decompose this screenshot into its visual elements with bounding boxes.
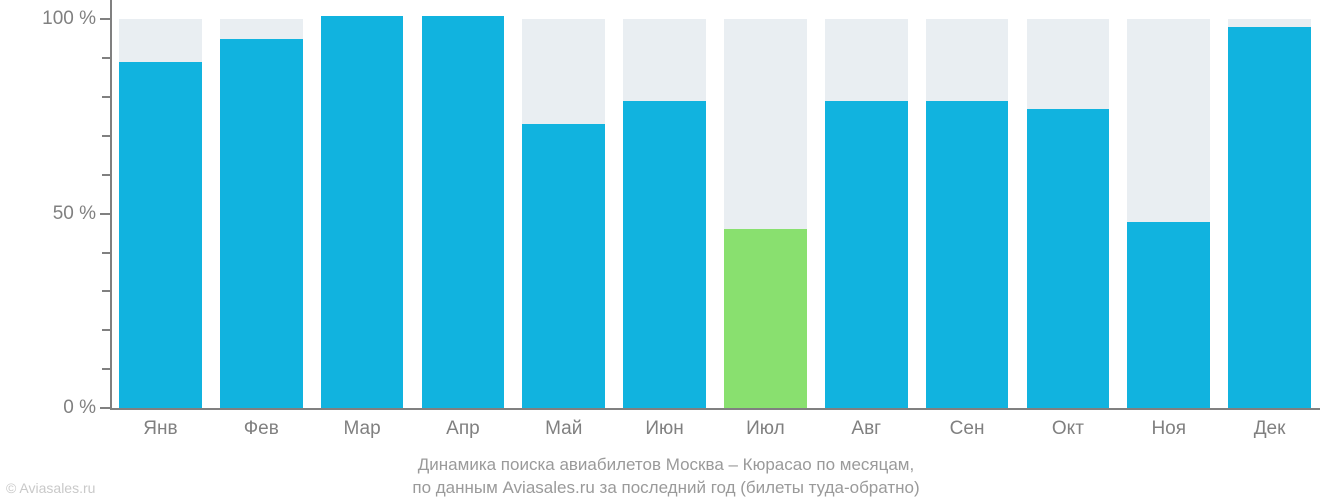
y-tick-mark <box>100 213 110 215</box>
x-label-Апр: Апр <box>413 418 514 440</box>
x-label-Мар: Мар <box>312 418 413 440</box>
y-axis <box>110 0 112 408</box>
bar-Мар <box>321 0 404 408</box>
bar-Май <box>522 0 605 408</box>
caption-line-1: Динамика поиска авиабилетов Москва – Кюр… <box>0 455 1332 475</box>
x-axis <box>110 408 1320 410</box>
x-label-Фев: Фев <box>211 418 312 440</box>
bar-value <box>825 101 908 408</box>
bar-Авг <box>825 0 908 408</box>
x-label-Май: Май <box>513 418 614 440</box>
y-minor-tick <box>102 174 110 176</box>
bar-Дек <box>1228 0 1311 408</box>
y-minor-tick <box>102 368 110 370</box>
y-minor-tick <box>102 135 110 137</box>
y-minor-tick <box>102 290 110 292</box>
bar-value <box>220 39 303 408</box>
x-label-Окт: Окт <box>1018 418 1119 440</box>
y-tick-label: 0 % <box>16 398 96 418</box>
y-tick-label: 50 % <box>16 204 96 224</box>
bar-Окт <box>1027 0 1110 408</box>
x-label-Авг: Авг <box>816 418 917 440</box>
bar-value <box>1228 27 1311 408</box>
y-tick-mark <box>100 407 110 409</box>
bar-Июл <box>724 0 807 408</box>
watermark: © Aviasales.ru <box>6 480 95 496</box>
bar-Июн <box>623 0 706 408</box>
plot-area <box>110 0 1320 408</box>
y-tick-label: 100 % <box>16 9 96 29</box>
y-tick-mark <box>100 18 110 20</box>
bar-Сен <box>926 0 1009 408</box>
caption-line-2: по данным Aviasales.ru за последний год … <box>0 478 1332 498</box>
bar-value <box>623 101 706 408</box>
y-minor-tick <box>102 329 110 331</box>
y-minor-tick <box>102 96 110 98</box>
x-label-Ноя: Ноя <box>1118 418 1219 440</box>
bar-value <box>522 124 605 408</box>
bar-Янв <box>119 0 202 408</box>
bar-value <box>119 62 202 408</box>
bar-value <box>1127 222 1210 409</box>
bar-Ноя <box>1127 0 1210 408</box>
x-label-Янв: Янв <box>110 418 211 440</box>
x-label-Июл: Июл <box>715 418 816 440</box>
x-label-Июн: Июн <box>614 418 715 440</box>
bar-value <box>321 16 404 408</box>
y-minor-tick <box>102 57 110 59</box>
bar-value <box>422 16 505 408</box>
monthly-search-chart: 0 % 50 % 100 % ЯнвФевМарАпрМайИюнИюлАвгСен… <box>0 0 1332 502</box>
x-label-Дек: Дек <box>1219 418 1320 440</box>
bar-Фев <box>220 0 303 408</box>
y-minor-tick <box>102 252 110 254</box>
bar-Апр <box>422 0 505 408</box>
bar-value <box>724 229 807 408</box>
bar-value <box>926 101 1009 408</box>
bar-value <box>1027 109 1110 408</box>
x-label-Сен: Сен <box>917 418 1018 440</box>
